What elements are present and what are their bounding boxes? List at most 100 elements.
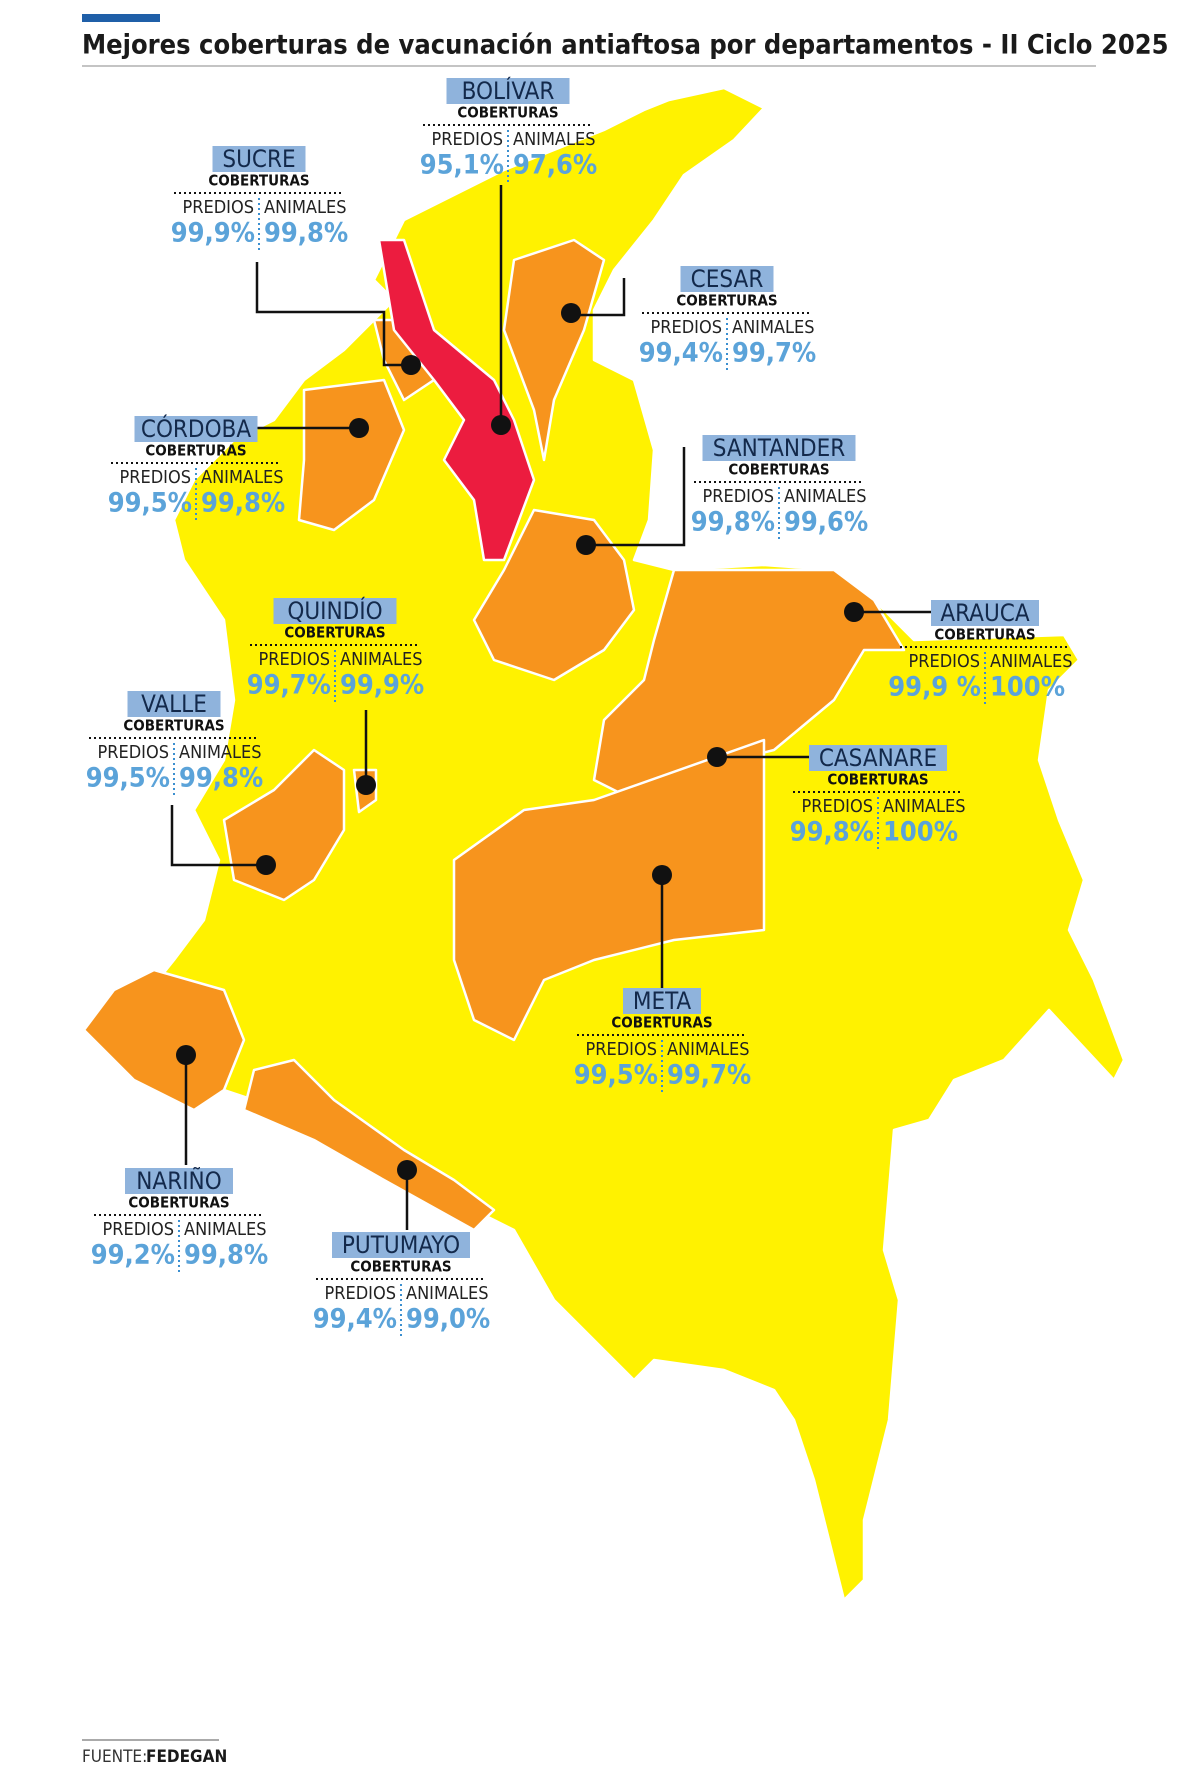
subtitle: COBERTURAS [676,292,777,310]
animales-value: 99,8% [179,763,263,794]
leader-line [255,262,411,367]
predios-label: PREDIOS [102,1219,174,1240]
name-box [809,745,947,771]
location-dot [652,865,672,885]
department-name: SUCRE [222,145,295,173]
region-cordoba [297,378,406,532]
name-box [623,988,701,1014]
subtitle: COBERTURAS [128,1194,229,1212]
subtitle: COBERTURAS [350,1258,451,1276]
animales-label: ANIMALES [990,651,1073,672]
predios-label: PREDIOS [801,796,873,817]
predios-label: PREDIOS [97,742,169,763]
name-box [702,435,856,461]
region-cesar [502,238,606,462]
source-name: FEDEGAN [146,1747,227,1767]
subtitle: COBERTURAS [827,771,928,789]
department-name: QUINDÍO [287,596,382,625]
department-name: CASANARE [819,744,937,772]
leader-line [586,447,686,547]
subtitle: COBERTURAS [457,104,558,122]
predios-label: PREDIOS [324,1283,396,1304]
leader-line [571,278,626,317]
predios-label: PREDIOS [119,467,191,488]
location-dot [707,747,727,767]
name-box [212,146,306,172]
location-dot [401,355,421,375]
name-box [446,78,570,104]
subtitle: COBERTURAS [728,461,829,479]
subtitle: COBERTURAS [145,442,246,460]
animales-value: 100% [883,817,958,848]
animales-value: 99,9% [340,670,424,701]
name-box [680,266,774,292]
department-name: CESAR [691,265,764,293]
name-box [332,1232,470,1258]
predios-label: PREDIOS [702,486,774,507]
predios-value: 99,5% [108,488,192,519]
predios-label: PREDIOS [585,1039,657,1060]
animales-label: ANIMALES [201,467,284,488]
predios-label: PREDIOS [258,649,330,670]
title: Mejores coberturas de vacunación antiaft… [82,30,1169,61]
animales-label: ANIMALES [406,1283,489,1304]
predios-value: 99,8% [691,507,775,538]
predios-value: 99,5% [86,763,170,794]
animales-label: ANIMALES [184,1219,267,1240]
accent-bar [82,14,160,22]
animales-label: ANIMALES [667,1039,750,1060]
location-dot [491,415,511,435]
subtitle: COBERTURAS [123,717,224,735]
location-dot [176,1045,196,1065]
region-santander [472,508,636,682]
name-box [273,598,397,624]
location-dot [256,855,276,875]
animales-value: 99,7% [732,338,816,369]
predios-value: 95,1% [420,150,504,181]
location-dot [356,775,376,795]
animales-value: 99,0% [406,1304,490,1335]
animales-label: ANIMALES [264,197,347,218]
predios-value: 99,8% [790,817,874,848]
map [82,86,1126,1602]
animales-label: ANIMALES [340,649,423,670]
location-dot [397,1160,417,1180]
department-name: VALLE [141,690,207,718]
department-name: CÓRDOBA [141,413,252,443]
subtitle: COBERTURAS [934,626,1035,644]
region-valle [222,748,346,902]
location-dot [561,303,581,323]
location-dot [349,418,369,438]
animales-label: ANIMALES [513,129,596,150]
region-bolivar [377,238,536,562]
animales-value: 97,6% [513,150,597,181]
predios-value: 99,2% [91,1240,175,1271]
name-box [125,1168,233,1194]
predios-value: 99,9% [171,218,255,249]
animales-value: 99,7% [667,1060,751,1091]
predios-label: PREDIOS [182,197,254,218]
leader-line [170,805,266,867]
animales-value: 100% [990,672,1065,703]
animales-value: 99,6% [784,507,868,538]
predios-label: PREDIOS [908,651,980,672]
region-meta [452,738,766,1042]
department-name: SANTANDER [713,434,846,462]
department-name: BOLÍVAR [462,76,555,105]
subtitle: COBERTURAS [208,172,309,190]
name-box [931,600,1039,626]
predios-label: PREDIOS [431,129,503,150]
predios-value: 99,4% [639,338,723,369]
animales-value: 99,8% [184,1240,268,1271]
predios-value: 99,7% [247,670,331,701]
location-dot [576,535,596,555]
department-name: ARAUCA [940,599,1029,627]
region-putumayo [242,1058,496,1232]
subtitle: COBERTURAS [284,624,385,642]
name-box [127,691,221,717]
region-narino [82,968,246,1112]
subtitle: COBERTURAS [611,1014,712,1032]
animales-label: ANIMALES [883,796,966,817]
